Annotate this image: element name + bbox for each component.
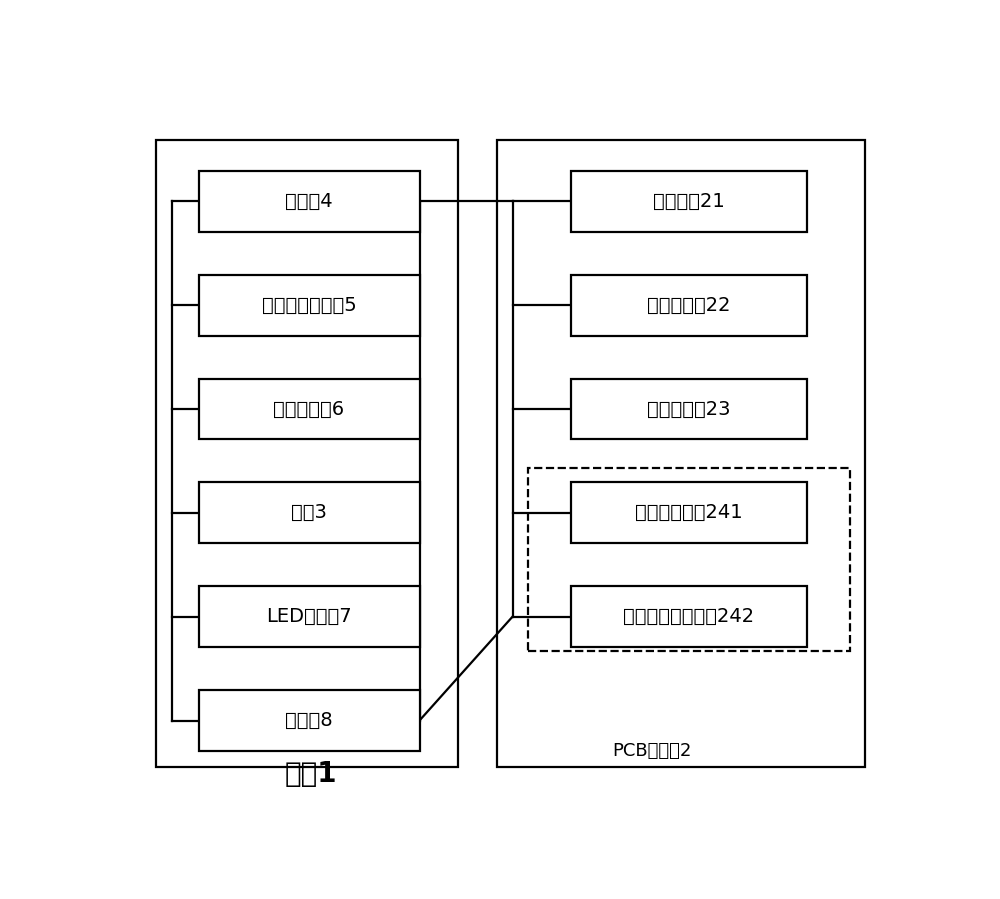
Text: 气味采集器23: 气味采集器23 bbox=[647, 399, 731, 419]
Text: 气味发散器6: 气味发散器6 bbox=[274, 399, 345, 419]
Bar bbox=[571, 275, 807, 335]
Bar bbox=[528, 467, 850, 651]
Text: 振动器8: 振动器8 bbox=[285, 711, 333, 730]
Text: 音频信号存储单元242: 音频信号存储单元242 bbox=[623, 607, 754, 627]
Text: 主控芯片21: 主控芯片21 bbox=[653, 191, 725, 211]
Text: 振动器选择按钮5: 振动器选择按钮5 bbox=[262, 296, 356, 315]
Bar bbox=[497, 140, 865, 767]
Text: LED指示灯7: LED指示灯7 bbox=[266, 607, 352, 627]
Bar bbox=[571, 483, 807, 543]
Text: 扬声器4: 扬声器4 bbox=[285, 191, 333, 211]
Text: PCB电路板2: PCB电路板2 bbox=[612, 742, 692, 760]
Bar bbox=[571, 378, 807, 440]
Bar bbox=[199, 483, 420, 543]
Text: 主体1: 主体1 bbox=[285, 760, 337, 788]
Bar bbox=[156, 140, 458, 767]
Text: 电池3: 电池3 bbox=[291, 503, 327, 522]
Bar bbox=[199, 275, 420, 335]
Bar bbox=[199, 378, 420, 440]
Bar bbox=[571, 171, 807, 232]
Bar bbox=[571, 586, 807, 647]
Bar bbox=[199, 690, 420, 751]
Bar bbox=[199, 171, 420, 232]
Text: 气味存储单元241: 气味存储单元241 bbox=[635, 503, 743, 522]
Text: 音频采集器22: 音频采集器22 bbox=[647, 296, 731, 315]
Bar bbox=[199, 586, 420, 647]
